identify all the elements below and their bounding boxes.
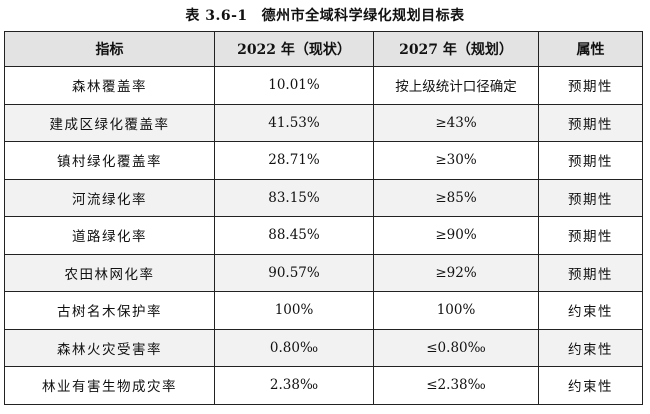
current-value-cell: 28.71%: [214, 141, 374, 180]
table-row: 林业有害生物成灾率 2.38‰ ≤2.38‰ 约束性: [4, 366, 643, 405]
current-value-cell: 0.80‰: [214, 328, 374, 367]
indicator-cell: 森林覆盖率: [4, 66, 215, 105]
table-row: 古树名木保护率 100% 100% 约束性: [4, 291, 643, 330]
header-2027-planned: 2027 年（规划）: [373, 31, 539, 67]
target-value-cell: ≥92%: [373, 253, 539, 292]
table-row: 道路绿化率 88.45% ≥90% 预期性: [4, 216, 643, 255]
header-indicator: 指标: [4, 31, 215, 67]
indicator-cell: 森林火灾受害率: [4, 328, 215, 367]
current-value-cell: 2.38‰: [214, 366, 374, 405]
target-value-cell: 100%: [373, 291, 539, 330]
indicator-cell: 道路绿化率: [4, 216, 215, 255]
indicator-cell: 河流绿化率: [4, 178, 215, 217]
attribute-cell: 预期性: [538, 66, 643, 105]
indicator-cell: 镇村绿化覆盖率: [4, 141, 215, 180]
indicator-cell: 林业有害生物成灾率: [4, 366, 215, 405]
attribute-cell: 约束性: [538, 291, 643, 330]
header-attribute: 属性: [538, 31, 643, 67]
target-value-cell: ≥30%: [373, 141, 539, 180]
current-value-cell: 83.15%: [214, 178, 374, 217]
table-number: 表 3.6-1: [185, 8, 248, 24]
attribute-cell: 约束性: [538, 328, 643, 367]
indicator-cell: 古树名木保护率: [4, 291, 215, 330]
indicator-cell: 农田林网化率: [4, 253, 215, 292]
header-2022-current: 2022 年（现状）: [214, 31, 374, 67]
target-value-cell: ≤0.80‰: [373, 328, 539, 367]
attribute-cell: 预期性: [538, 178, 643, 217]
current-value-cell: 88.45%: [214, 216, 374, 255]
attribute-cell: 预期性: [538, 216, 643, 255]
table-title: 德州市全域科学绿化规划目标表: [261, 8, 465, 24]
target-value-cell: 按上级统计口径确定: [373, 66, 539, 105]
target-value-cell: ≥85%: [373, 178, 539, 217]
current-value-cell: 100%: [214, 291, 374, 330]
table-row: 建成区绿化覆盖率 41.53% ≥43% 预期性: [4, 103, 643, 142]
target-value-cell: ≤2.38‰: [373, 366, 539, 405]
target-value-cell: ≥43%: [373, 103, 539, 142]
header-row: 指标 2022 年（现状） 2027 年（规划） 属性: [4, 31, 643, 67]
target-value-cell: ≥90%: [373, 216, 539, 255]
attribute-cell: 约束性: [538, 366, 643, 405]
attribute-cell: 预期性: [538, 253, 643, 292]
attribute-cell: 预期性: [538, 141, 643, 180]
table-caption: 表 3.6-1 德州市全域科学绿化规划目标表: [0, 4, 650, 28]
greening-targets-table: 指标 2022 年（现状） 2027 年（规划） 属性 森林覆盖率 10.01%…: [4, 31, 643, 405]
table-row: 镇村绿化覆盖率 28.71% ≥30% 预期性: [4, 141, 643, 180]
current-value-cell: 90.57%: [214, 253, 374, 292]
table-row: 森林覆盖率 10.01% 按上级统计口径确定 预期性: [4, 66, 643, 105]
table-row: 农田林网化率 90.57% ≥92% 预期性: [4, 253, 643, 292]
current-value-cell: 10.01%: [214, 66, 374, 105]
attribute-cell: 预期性: [538, 103, 643, 142]
table-row: 森林火灾受害率 0.80‰ ≤0.80‰ 约束性: [4, 328, 643, 367]
current-value-cell: 41.53%: [214, 103, 374, 142]
indicator-cell: 建成区绿化覆盖率: [4, 103, 215, 142]
table-row: 河流绿化率 83.15% ≥85% 预期性: [4, 178, 643, 217]
